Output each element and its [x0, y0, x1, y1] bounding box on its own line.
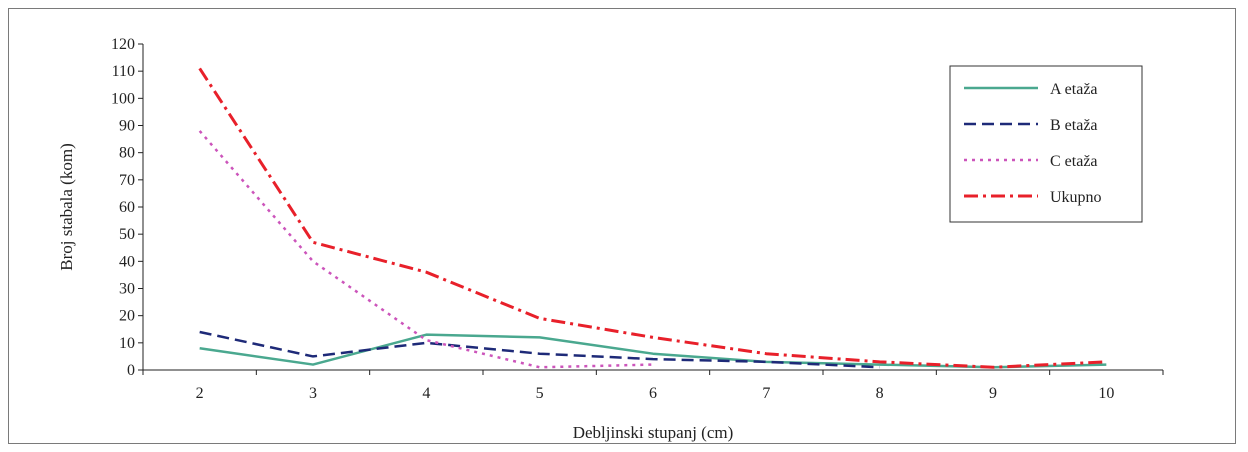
x-tick-label: 4 — [422, 385, 430, 402]
series-line-3 — [198, 130, 654, 369]
x-tick-label: 8 — [876, 385, 884, 402]
x-tick-label: 2 — [196, 385, 204, 402]
y-tick-label: 10 — [119, 335, 135, 352]
legend-label: C etaža — [1050, 153, 1098, 170]
x-tick-label: 6 — [649, 385, 657, 402]
y-tick-label: 20 — [119, 308, 135, 325]
y-tick-label: 120 — [111, 36, 135, 53]
legend: A etaža B etaža C etaža Ukupno — [949, 65, 1143, 223]
series-line-2 — [199, 330, 880, 369]
series-line-1 — [199, 333, 1107, 369]
y-tick-label: 100 — [111, 90, 135, 107]
y-tick-label: 50 — [119, 226, 135, 243]
x-tick-label: 9 — [989, 385, 997, 402]
y-tick-label: 40 — [119, 253, 135, 270]
y-axis-title: Broj stabala (kom) — [57, 143, 76, 270]
y-tick-label: 70 — [119, 172, 135, 189]
x-tick-label: 10 — [1098, 385, 1114, 402]
x-tick-labels: 2 3 4 5 6 7 8 9 10 — [196, 385, 1115, 402]
series-lines — [198, 67, 1107, 369]
legend-label: Ukupno — [1050, 189, 1102, 206]
legend-box — [949, 65, 1143, 223]
y-tick-labels: 0 10 20 30 40 50 60 70 80 90 100 110 120 — [111, 36, 135, 379]
y-tick-label: 0 — [127, 362, 135, 379]
y-tick-label: 90 — [119, 118, 135, 135]
legend-label: A etaža — [1050, 81, 1098, 98]
axes — [138, 43, 1164, 375]
y-tick-label: 80 — [119, 145, 135, 162]
y-tick-label: 110 — [112, 63, 135, 80]
x-tick-label: 7 — [762, 385, 770, 402]
legend-label: B etaža — [1050, 117, 1098, 134]
x-axis-title: Debljinski stupanj (cm) — [573, 423, 734, 442]
y-tick-label: 60 — [119, 199, 135, 216]
y-tick-label: 30 — [119, 281, 135, 298]
chart-frame — [8, 8, 1236, 444]
x-tick-label: 5 — [536, 385, 544, 402]
x-tick-label: 3 — [309, 385, 317, 402]
series-line-4 — [198, 67, 1107, 369]
